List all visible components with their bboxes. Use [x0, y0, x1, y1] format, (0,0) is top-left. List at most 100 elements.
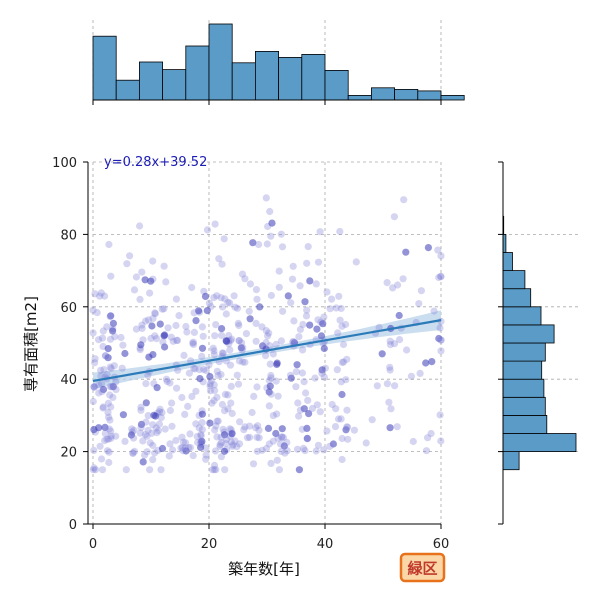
scatter-point: [281, 449, 289, 457]
scatter-point: [334, 415, 343, 423]
scatter-point: [220, 235, 228, 243]
scatter-point: [213, 292, 221, 300]
scatter-point: [126, 252, 134, 260]
scatter-point: [332, 304, 340, 312]
scatter-point: [107, 364, 115, 373]
top-hist-bar: [347, 95, 372, 101]
scatter-point: [169, 446, 177, 454]
top-hist-bar: [440, 95, 465, 101]
scatter-point: [331, 423, 340, 431]
scatter-point: [308, 404, 316, 413]
scatter-point: [227, 382, 235, 390]
scatter-point: [189, 338, 197, 346]
scatter-point: [314, 441, 322, 449]
top-hist-bar: [278, 57, 303, 101]
scatter-point: [192, 317, 200, 325]
scatter-point: [107, 427, 115, 435]
scatter-point: [103, 447, 112, 455]
scatter-point: [98, 334, 107, 342]
scatter-point: [234, 319, 242, 327]
scatter-point: [342, 376, 350, 384]
scatter-point: [400, 196, 408, 204]
top-hist-bar: [324, 70, 349, 101]
scatter-point: [195, 366, 204, 374]
scatter-point: [194, 438, 202, 447]
scatter-point: [246, 433, 254, 441]
scatter-point: [97, 289, 105, 297]
scatter-point: [417, 287, 425, 295]
x-tick-label: 20: [201, 537, 218, 552]
scatter-point: [107, 434, 115, 442]
scatter-point: [173, 336, 181, 344]
scatter-point: [122, 466, 130, 474]
scatter-point: [188, 283, 196, 292]
scatter-point: [207, 377, 216, 385]
scatter-point: [211, 332, 219, 340]
scatter-point: [130, 434, 138, 442]
scatter-point: [106, 382, 114, 391]
scatter-point: [235, 321, 243, 330]
scatter-point: [248, 408, 256, 417]
scatter-point: [178, 444, 187, 452]
scatter-point: [175, 312, 183, 320]
scatter-point: [138, 321, 146, 329]
scatter-point: [230, 292, 238, 300]
scatter-point: [213, 393, 221, 401]
scatter-point: [91, 359, 99, 367]
scatter-point: [166, 406, 174, 415]
scatter-point: [106, 313, 114, 321]
scatter-point: [269, 437, 277, 445]
scatter-point: [90, 383, 98, 391]
scatter-point: [437, 272, 445, 281]
scatter-point: [207, 303, 215, 311]
top-hist-bar: [115, 79, 140, 101]
scatter-point: [267, 374, 275, 382]
scatter-point: [98, 466, 107, 474]
scatter-point: [437, 252, 445, 260]
scatter-point: [162, 278, 170, 286]
scatter-point: [89, 306, 97, 314]
scatter-point: [239, 358, 247, 366]
scatter-point: [213, 433, 221, 441]
scatter-point: [210, 381, 218, 389]
scatter-point: [119, 411, 127, 419]
scatter-point: [212, 466, 220, 474]
scatter-point: [100, 366, 108, 374]
top-hist-bar: [301, 54, 326, 101]
scatter-point: [202, 444, 210, 452]
scatter-point: [95, 424, 103, 432]
scatter-point: [205, 361, 213, 369]
scatter-point: [389, 284, 397, 292]
y-tick-label: 100: [52, 156, 77, 171]
scatter-point: [145, 353, 153, 361]
scatter-point: [198, 344, 207, 352]
scatter-point: [212, 422, 220, 430]
right-hist-bar: [502, 414, 548, 434]
scatter-point: [90, 383, 98, 391]
scatter-point: [97, 366, 105, 374]
scatter-point: [220, 447, 229, 455]
scatter-point: [109, 327, 117, 335]
scatter-point: [222, 440, 230, 448]
scatter-point: [241, 423, 249, 431]
scatter-point: [107, 403, 115, 411]
scatter-point: [91, 290, 99, 298]
scatter-point: [213, 417, 221, 425]
scatter-point: [217, 371, 225, 379]
scatter-point: [395, 311, 403, 320]
scatter-point: [156, 405, 164, 413]
scatter-point: [182, 439, 190, 447]
scatter-point: [211, 447, 220, 455]
scatter-point: [277, 230, 285, 238]
scatter-point: [198, 437, 206, 445]
scatter-point: [214, 417, 222, 425]
ward-badge: 緑区: [399, 552, 446, 583]
scatter-point: [99, 403, 107, 411]
scatter-point: [103, 435, 111, 443]
scatter-point: [221, 407, 229, 415]
scatter-point: [177, 444, 185, 452]
scatter-point: [107, 272, 115, 280]
scatter-point: [266, 382, 274, 390]
scatter-point: [338, 390, 346, 399]
scatter-point: [212, 321, 220, 329]
